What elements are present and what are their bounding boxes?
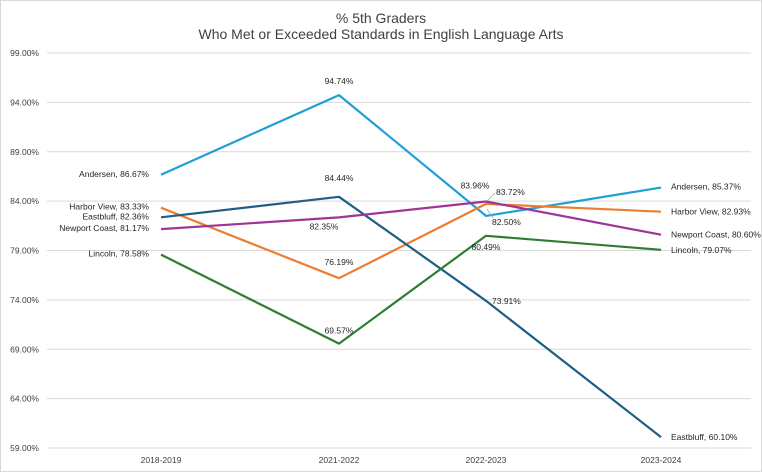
y-tick-label: 94.00% — [10, 97, 39, 107]
chart-title-line-1: % 5th Graders — [336, 10, 426, 26]
y-tick-label: 84.00% — [10, 196, 39, 206]
data-label: 73.91% — [492, 296, 521, 306]
x-tick-label: 2022-2023 — [466, 455, 507, 465]
data-label: Eastbluff, 60.10% — [671, 432, 738, 442]
data-label: Eastbluff, 82.36% — [83, 211, 150, 221]
chart-title-line-2: Who Met or Exceeded Standards in English… — [199, 26, 564, 42]
data-label: Andersen, 85.37% — [671, 182, 741, 192]
series-line-eastbluff — [160, 195, 662, 438]
series-lines — [160, 93, 662, 438]
y-tick-label: 69.00% — [10, 344, 39, 354]
data-label: 84.44% — [325, 173, 354, 183]
y-tick-label: 64.00% — [10, 394, 39, 404]
y-tick-label: 59.00% — [10, 443, 39, 453]
data-label: Lincoln, 79.07% — [671, 245, 732, 255]
data-label: Harbor View, 82.93% — [671, 207, 751, 217]
y-tick-label: 74.00% — [10, 295, 39, 305]
series-line-andersen — [160, 93, 662, 217]
leader-line — [486, 192, 496, 202]
data-label: Andersen, 86.67% — [79, 169, 149, 179]
y-axis-ticks: 59.00% 64.00% 69.00% 74.00% 79.00% 84.00% 89.0… — [10, 48, 39, 453]
gridlines — [47, 52, 751, 449]
data-label: 69.57% — [325, 326, 354, 336]
data-label: 80.49% — [472, 242, 501, 252]
y-tick-label: 79.00% — [10, 246, 39, 256]
series-line-newport-coast — [160, 200, 662, 236]
data-label: 83.72% — [496, 187, 525, 197]
data-label: 94.74% — [325, 76, 354, 86]
x-tick-label: 2021-2022 — [319, 455, 360, 465]
data-label: 83.96% — [461, 181, 490, 191]
series-line-lincoln — [160, 234, 662, 345]
leader-line — [486, 208, 494, 219]
data-label: Harbor View, 83.33% — [69, 202, 149, 212]
series-line-harbor-view — [160, 202, 662, 280]
y-tick-label: 89.00% — [10, 147, 39, 157]
data-label: 82.35% — [310, 221, 339, 231]
data-label: Newport Coast, 80.60% — [671, 230, 761, 240]
data-label: 76.19% — [325, 257, 354, 267]
data-label: Newport Coast, 81.17% — [59, 223, 149, 233]
data-label: 82.50% — [492, 217, 521, 227]
data-label: Lincoln, 78.58% — [89, 249, 150, 259]
y-tick-label: 99.00% — [10, 48, 39, 58]
x-tick-label: 2023-2024 — [641, 455, 682, 465]
data-labels: Andersen, 86.67% 94.74% 82.50% Andersen, 85… — [59, 76, 761, 442]
x-tick-label: 2018-2019 — [141, 455, 182, 465]
x-axis-ticks: 2018-2019 2021-2022 2022-2023 2023-2024 — [141, 455, 682, 465]
